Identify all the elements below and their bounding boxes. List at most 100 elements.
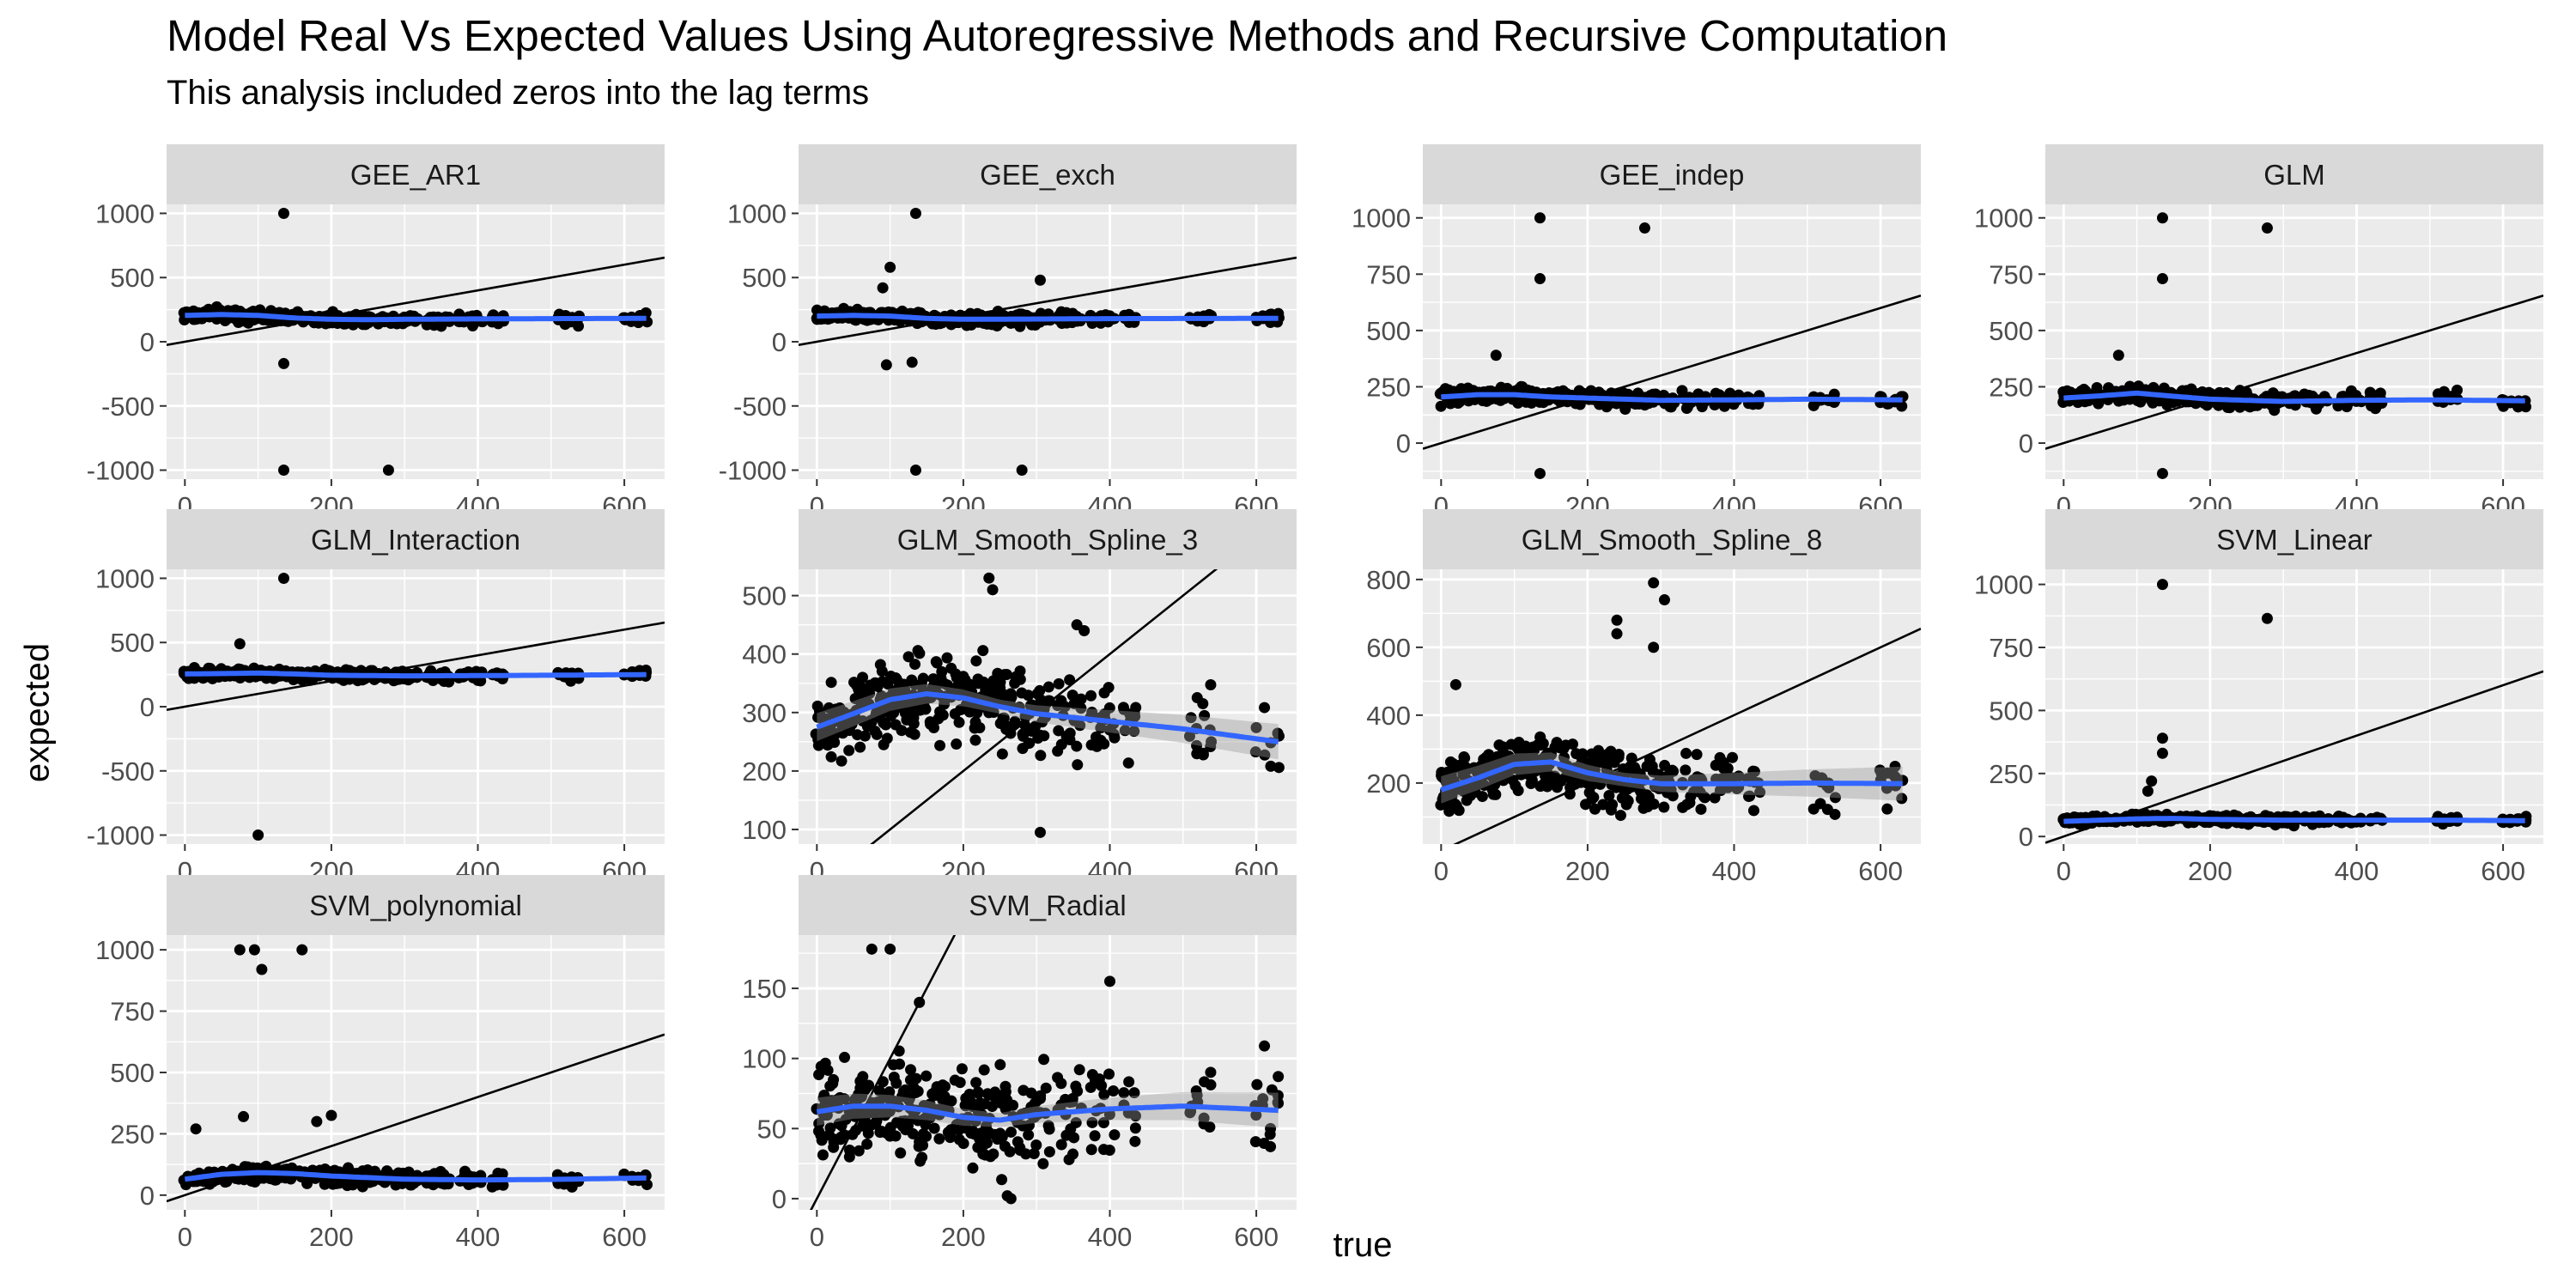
identity-line bbox=[167, 621, 665, 712]
y-tick-label: 1000 bbox=[95, 198, 155, 228]
data-point bbox=[859, 730, 871, 742]
identity-line bbox=[2045, 294, 2543, 450]
data-point bbox=[1483, 749, 1495, 761]
outlier-point bbox=[2156, 273, 2168, 285]
outlier-point bbox=[884, 943, 896, 955]
data-point bbox=[1744, 790, 1756, 802]
y-tick-label: 500 bbox=[1989, 316, 2033, 346]
x-tick-label: 0 bbox=[2057, 856, 2071, 886]
data-point bbox=[1034, 684, 1046, 696]
data-point bbox=[1197, 747, 1209, 759]
y-tick-label: 0 bbox=[2019, 428, 2033, 459]
data-point bbox=[1014, 665, 1026, 677]
data-point bbox=[1249, 1136, 1261, 1148]
data-point bbox=[1123, 1076, 1135, 1088]
data-point bbox=[1727, 751, 1739, 763]
data-point bbox=[1028, 1147, 1040, 1159]
outlier-point bbox=[277, 465, 289, 477]
data-point bbox=[1259, 1040, 1271, 1052]
data-point bbox=[1526, 775, 1538, 787]
outlier-point bbox=[234, 638, 246, 650]
y-tick-label: 750 bbox=[1366, 259, 1411, 289]
data-point bbox=[1695, 803, 1707, 815]
outlier-point bbox=[909, 207, 921, 219]
outlier-point bbox=[2112, 349, 2124, 361]
facet-strip-label: GEE_indep bbox=[1600, 159, 1745, 191]
outlier-point bbox=[1534, 467, 1546, 479]
data-point bbox=[888, 1071, 900, 1083]
y-tick-label: 250 bbox=[1366, 372, 1411, 402]
facet-strip-label: SVM_Radial bbox=[969, 890, 1126, 921]
data-point bbox=[1007, 1099, 1019, 1111]
data-point bbox=[1718, 400, 1730, 412]
data-point bbox=[1453, 805, 1465, 817]
data-point bbox=[1597, 799, 1609, 811]
data-point bbox=[1881, 803, 1893, 815]
panel-background bbox=[799, 935, 1297, 1210]
data-point bbox=[937, 709, 949, 721]
facet-SVM_Radial: SVM_Radial 0 50 100 150 0 200 400 600 bbox=[742, 875, 1297, 1252]
outlier-point bbox=[906, 356, 918, 368]
data-point bbox=[1265, 1140, 1277, 1152]
outlier-point bbox=[2156, 732, 2168, 744]
data-point bbox=[1272, 727, 1284, 739]
outlier-point bbox=[2156, 467, 2168, 479]
y-tick-label: 600 bbox=[1366, 633, 1411, 663]
data-point bbox=[1122, 757, 1134, 769]
data-point bbox=[1005, 688, 1017, 700]
facet-strip-label: GLM bbox=[2263, 159, 2325, 191]
data-point bbox=[1055, 1139, 1067, 1151]
outlier-point bbox=[2146, 775, 2158, 787]
x-tick-label: 400 bbox=[1088, 1222, 1133, 1252]
data-point bbox=[1030, 1139, 1042, 1151]
data-point bbox=[864, 688, 876, 700]
data-point bbox=[881, 732, 893, 744]
data-point bbox=[919, 702, 931, 714]
data-point bbox=[1000, 668, 1012, 680]
y-tick-label: -1000 bbox=[87, 821, 155, 851]
data-point bbox=[2374, 387, 2386, 399]
outlier-point bbox=[2156, 579, 2168, 591]
y-tick-label: -500 bbox=[733, 392, 787, 422]
facet-strip-label: GLM_Smooth_Spline_8 bbox=[1522, 524, 1822, 556]
facet-GLM_Smooth_Spline_8: GLM_Smooth_Spline_8 200 400 600 800 0 200 400 60… bbox=[1366, 509, 1921, 886]
data-point bbox=[1095, 722, 1107, 734]
y-tick-label: 1000 bbox=[727, 198, 787, 228]
data-point bbox=[912, 1085, 924, 1097]
data-point bbox=[1055, 1078, 1067, 1090]
data-point bbox=[1250, 721, 1262, 733]
data-point bbox=[1020, 1148, 1032, 1160]
data-point bbox=[928, 722, 940, 734]
y-tick-label: 150 bbox=[742, 974, 787, 1004]
data-point bbox=[945, 1132, 957, 1144]
data-point bbox=[1691, 749, 1703, 761]
data-point bbox=[838, 1093, 850, 1105]
data-point bbox=[862, 1127, 874, 1139]
data-point bbox=[930, 656, 942, 668]
data-point bbox=[895, 1147, 907, 1159]
identity-line bbox=[1453, 627, 1921, 844]
y-tick-label: 0 bbox=[1396, 428, 1411, 459]
smooth-fit-line bbox=[184, 1170, 647, 1183]
outlier-point bbox=[1611, 628, 1623, 640]
facet-strip-label: GLM_Interaction bbox=[311, 524, 520, 556]
y-tick-label: 1000 bbox=[95, 563, 155, 593]
data-point bbox=[970, 1077, 982, 1089]
facet-strip bbox=[799, 144, 1297, 204]
x-tick-label: 400 bbox=[2335, 856, 2379, 886]
data-point bbox=[1014, 673, 1026, 685]
data-point bbox=[1265, 760, 1277, 772]
data-point bbox=[903, 1115, 915, 1127]
data-point bbox=[1098, 1089, 1110, 1101]
data-point bbox=[1086, 1116, 1098, 1128]
outlier-point bbox=[238, 1110, 250, 1122]
outlier-point bbox=[2142, 785, 2154, 797]
outlier-point bbox=[1490, 349, 1502, 361]
data-point bbox=[977, 645, 989, 657]
y-tick-label: 1000 bbox=[1974, 570, 2033, 600]
data-point bbox=[957, 1138, 969, 1150]
data-point bbox=[1251, 1078, 1263, 1091]
data-point bbox=[1676, 385, 1688, 397]
panel-background bbox=[1423, 569, 1921, 844]
